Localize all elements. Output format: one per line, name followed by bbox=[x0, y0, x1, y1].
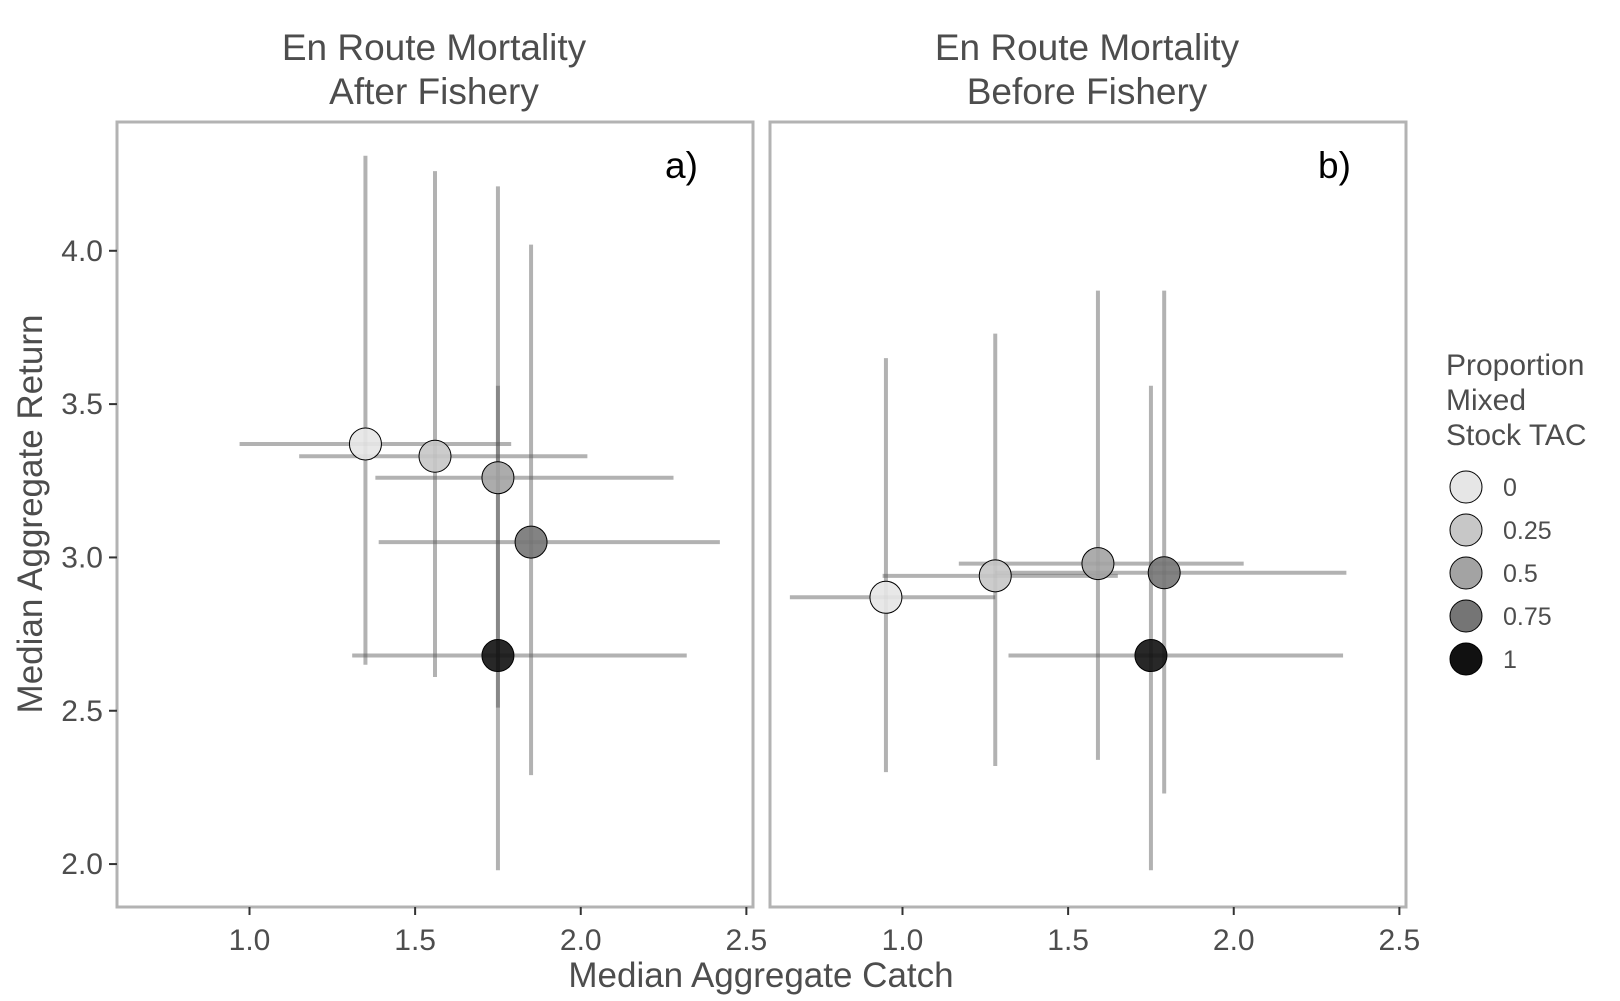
panel-b-border bbox=[768, 120, 1408, 909]
panel-b-x-tick-label-0: 1.0 bbox=[882, 924, 924, 957]
panel-a-point-2 bbox=[481, 461, 515, 495]
legend-label-2: 0.5 bbox=[1503, 560, 1538, 588]
panel-a-x-tick-label-2: 2.0 bbox=[560, 924, 602, 957]
panel-b-marks bbox=[789, 290, 1347, 871]
panel-b-plot-area: b) bbox=[768, 120, 1408, 909]
panel-b-point-2 bbox=[1081, 547, 1115, 581]
legend-key-3 bbox=[1449, 599, 1483, 633]
panel-a-x-axis: 1.0 1.5 2.0 2.5 bbox=[229, 907, 768, 957]
legend-key-4 bbox=[1449, 642, 1483, 676]
panel-b-point-4 bbox=[1134, 639, 1168, 673]
panel-b-title-line-1: En Route Mortality bbox=[935, 27, 1240, 68]
legend-title-line-2: Mixed bbox=[1446, 384, 1526, 417]
panel-a-x-tick-label-3: 2.5 bbox=[726, 924, 768, 957]
panel-a-tag: a) bbox=[665, 145, 698, 186]
y-axis: 2.0 2.5 3.0 3.5 4.0 bbox=[61, 235, 117, 881]
panel-a-title: En Route Mortality After Fishery bbox=[282, 27, 587, 112]
panel-b-x-tick-label-2: 2.0 bbox=[1213, 924, 1255, 957]
legend-label-0: 0 bbox=[1503, 474, 1517, 502]
y-tick-label-0: 2.0 bbox=[61, 848, 103, 881]
panel-a-title-line-1: En Route Mortality bbox=[282, 27, 587, 68]
x-axis-title: Median Aggregate Catch bbox=[568, 956, 953, 995]
y-tick-label-4: 4.0 bbox=[61, 235, 103, 268]
panel-b-x-axis: 1.0 1.5 2.0 2.5 bbox=[882, 907, 1421, 957]
panel-a-plot-area: a) bbox=[115, 120, 755, 909]
y-tick-label-3: 3.5 bbox=[61, 388, 103, 421]
legend-key-1 bbox=[1449, 513, 1483, 547]
panel-a-marks bbox=[239, 155, 720, 871]
panel-a-border bbox=[115, 120, 755, 909]
panel-b-point-3 bbox=[1147, 556, 1181, 590]
panel-b-title-line-2: Before Fishery bbox=[967, 71, 1208, 112]
panel-a-x-tick-label-1: 1.5 bbox=[394, 924, 436, 957]
panel-a-point-3 bbox=[514, 525, 548, 559]
panel-a-point-1 bbox=[418, 439, 452, 473]
panel-a-point-4 bbox=[481, 639, 515, 673]
legend-label-4: 1 bbox=[1503, 646, 1517, 674]
legend: Proportion Mixed Stock TAC 0 0.25 0.5 0.75 1 bbox=[1446, 349, 1587, 676]
y-tick-label-2: 3.0 bbox=[61, 541, 103, 574]
panel-a-x-tick-label-0: 1.0 bbox=[229, 924, 271, 957]
panel-b-title: En Route Mortality Before Fishery bbox=[935, 27, 1240, 112]
panel-b-tag: b) bbox=[1318, 145, 1351, 186]
legend-keys: 0 0.25 0.5 0.75 1 bbox=[1449, 470, 1552, 676]
legend-title-line-3: Stock TAC bbox=[1446, 419, 1587, 452]
y-axis-title: Median Aggregate Return bbox=[11, 315, 50, 714]
legend-title-line-1: Proportion bbox=[1446, 349, 1584, 382]
panel-a-point-0 bbox=[348, 427, 382, 461]
y-tick-label-1: 2.5 bbox=[61, 695, 103, 728]
legend-key-0 bbox=[1449, 470, 1483, 504]
legend-key-2 bbox=[1449, 556, 1483, 590]
panel-b-point-1 bbox=[978, 559, 1012, 593]
panel-a-title-line-2: After Fishery bbox=[329, 71, 539, 112]
panel-b-x-tick-label-1: 1.5 bbox=[1047, 924, 1089, 957]
legend-label-3: 0.75 bbox=[1503, 603, 1552, 631]
panel-b-x-tick-label-3: 2.5 bbox=[1379, 924, 1421, 957]
panel-b-point-0 bbox=[869, 580, 903, 614]
legend-label-1: 0.25 bbox=[1503, 517, 1552, 545]
